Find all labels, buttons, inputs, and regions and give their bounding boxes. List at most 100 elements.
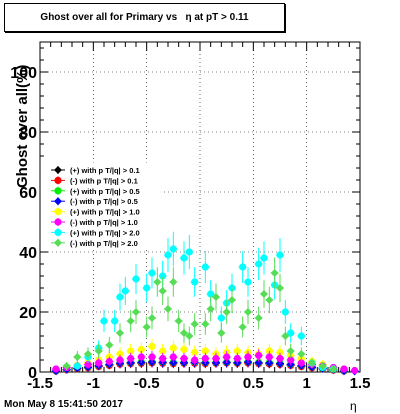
data-point-series-6 [276,251,284,259]
x-axis-label: η [350,399,357,413]
y-tick-label: 100 [10,65,37,82]
data-point-series-7 [270,269,279,277]
data-point-series-4 [201,347,209,355]
data-point-series-5 [169,353,177,361]
data-point-series-5 [276,354,284,363]
x-tick-label: -1 [87,375,100,392]
data-point-series-5 [95,359,103,367]
data-point-series-5 [116,356,124,364]
data-point-series-6 [191,278,199,286]
data-point-series-7 [276,284,284,292]
data-point-series-7 [260,290,268,298]
data-point-series-5 [148,353,156,361]
data-point-series-7 [286,347,295,355]
legend-marker [54,166,62,174]
data-point-series-6 [207,290,215,298]
data-point-series-7 [148,314,156,322]
x-tick-label: 0.5 [243,375,264,392]
y-axis-label: Ghost over all(%) [14,64,31,188]
data-point-series-5 [180,354,188,363]
y-tick-label: 40 [19,245,37,262]
data-point-series-7 [185,332,194,340]
data-point-series-4 [159,347,167,355]
data-point-series-6 [239,263,247,271]
data-point-series-7 [126,317,135,325]
data-point-series-6 [180,254,188,262]
data-point-series-7 [217,329,226,337]
data-point-series-7 [105,341,114,349]
data-point-series-7 [212,293,220,301]
data-point-series-7 [132,308,140,316]
legend-label: (-) with p T/|q| > 2.0 [70,239,138,248]
data-point-series-5 [244,353,252,361]
y-tick-label: 20 [19,305,37,322]
data-point-series-5 [191,356,199,364]
data-point-series-6 [111,317,119,325]
data-point-series-7 [142,323,151,331]
data-point-series-4 [127,347,135,355]
legend-label: (-) with p T/|q| > 0.5 [70,197,138,206]
data-point-series-5 [159,354,167,363]
date-stamp: Mon May 8 15:41:50 2017 [4,399,123,410]
data-point-series-4 [169,344,177,352]
data-point-series-5 [223,353,231,361]
legend-marker [54,228,62,236]
legend-box [40,162,163,250]
legend-marker [54,208,62,216]
data-point-series-7 [169,278,178,286]
data-point-series-7 [164,305,172,313]
data-point-series-6 [260,254,268,262]
data-point-series-5 [84,360,92,369]
x-tick-label: 1 [302,375,310,392]
data-point-series-7 [222,308,231,316]
data-point-series-4 [180,345,188,354]
data-point-series-7 [153,278,162,286]
data-point-series-6 [297,332,305,340]
data-point-series-6 [143,284,151,292]
data-point-series-6 [169,245,177,253]
y-tick-label: 80 [19,125,37,142]
data-point-series-4 [191,348,199,357]
data-point-series-6 [164,251,172,259]
data-point-series-4 [233,347,241,355]
data-point-series-6 [281,308,289,316]
data-point-series-5 [255,351,263,360]
y-tick-label: 0 [28,365,37,382]
data-point-series-6 [255,260,263,268]
data-point-series-4 [148,342,156,351]
data-point-series-5 [340,365,348,373]
data-point-series-7 [158,287,167,295]
data-point-series-6 [287,329,295,337]
data-point-series-5 [297,359,305,367]
data-point-series-7 [206,305,215,313]
data-point-series-3 [254,358,263,367]
legend-label: (+) with p T/|q| > 2.0 [70,228,140,237]
data-point-series-6 [116,293,124,301]
y-tick-label: 60 [19,185,37,202]
data-point-series-7 [254,314,263,322]
legend-marker [54,176,62,184]
data-point-series-6 [121,287,129,295]
data-point-series-5 [287,356,295,364]
legend-label: (-) with p T/|q| > 1.0 [70,218,138,227]
data-point-series-5 [351,366,359,375]
data-point-series-4 [137,345,145,354]
legend-label: (+) with p T/|q| > 0.1 [70,166,140,175]
data-point-series-5 [127,354,135,363]
data-point-series-7 [174,317,183,325]
x-tick-label: -1.5 [27,375,53,392]
legend-marker [54,218,62,226]
data-point-series-5 [52,365,60,373]
data-point-series-7 [62,362,71,370]
data-point-series-7 [190,320,199,328]
data-point-series-7 [281,332,290,340]
data-point-series-6 [201,263,209,271]
data-point-series-7 [308,359,316,367]
x-tick-label: -0.5 [134,375,160,392]
data-point-series-4 [276,348,284,357]
data-point-series-6 [100,317,108,325]
data-point-series-5 [137,353,145,361]
data-point-series-6 [217,314,225,322]
data-point-series-7 [73,353,82,361]
data-point-series-5 [212,354,220,363]
